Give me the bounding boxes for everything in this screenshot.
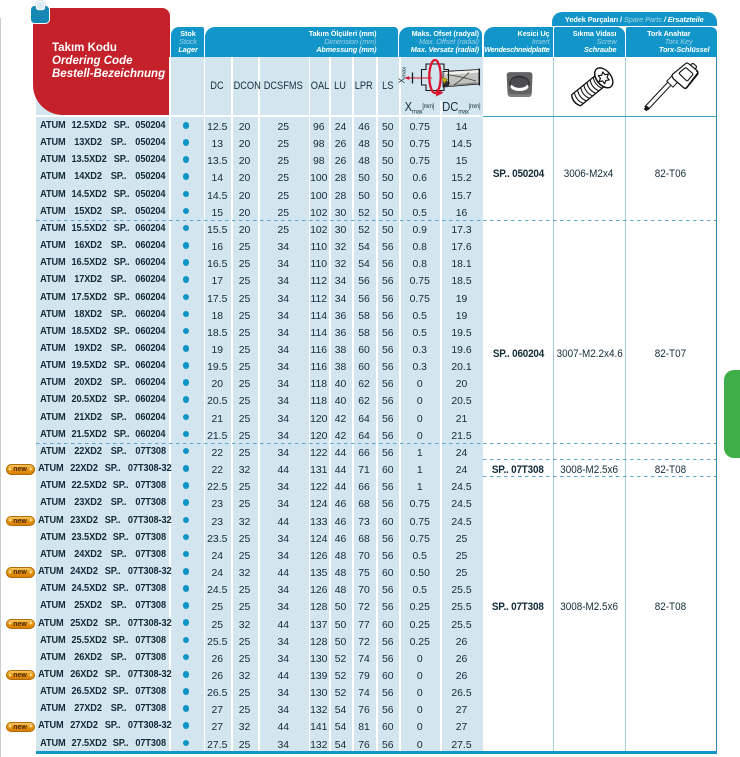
svg-text:Xmax: Xmax: [398, 67, 408, 84]
